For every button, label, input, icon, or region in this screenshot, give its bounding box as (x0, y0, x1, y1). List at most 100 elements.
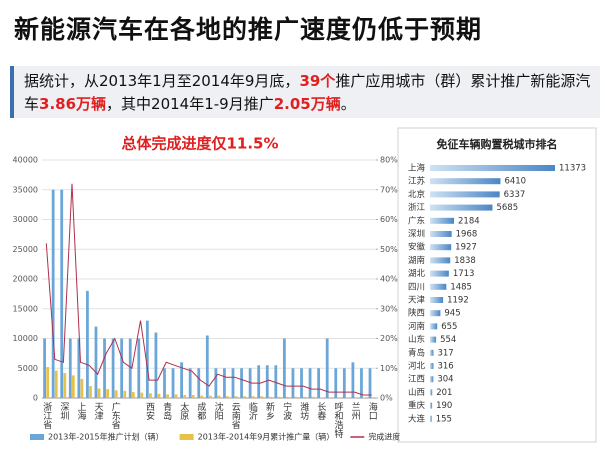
x-tick-label: 广东省 (110, 401, 121, 430)
bar (430, 257, 451, 264)
value-label: 190 (436, 401, 452, 411)
bar (243, 396, 247, 398)
bar (430, 336, 437, 343)
bar (171, 368, 175, 398)
bar (320, 397, 324, 398)
bar (325, 338, 329, 398)
y2-tick-label: 70% (380, 185, 398, 194)
category-label: 河南 (408, 321, 425, 332)
slide-title: 新能源汽车在各地的推广速度仍低于预期 (14, 15, 483, 44)
bar (265, 365, 269, 398)
y-tick-label: 0 (33, 394, 38, 403)
bar (430, 323, 438, 330)
value-label: 6410 (504, 177, 526, 187)
bar (200, 395, 204, 398)
bar (43, 338, 46, 398)
x-tick-label: 临沂 (247, 401, 257, 421)
chart-title: 总体完成进度仅11.5% (121, 135, 278, 153)
bar (188, 368, 192, 398)
bar (430, 376, 434, 383)
bar (251, 396, 255, 398)
y-tick-label: 30000 (13, 215, 38, 224)
bar (430, 283, 447, 290)
category-label: 山西 (408, 387, 425, 398)
x-tick-label: 新乡 (264, 401, 275, 420)
value-label: 2184 (458, 216, 480, 226)
bar (157, 393, 161, 398)
bar (209, 395, 212, 398)
bar (342, 368, 346, 398)
category-label: 江苏 (408, 176, 426, 187)
x-tick-label: 青岛 (161, 401, 172, 421)
bar (368, 368, 372, 398)
bar (114, 390, 118, 398)
bar (217, 395, 221, 398)
y2-tick-label: 50% (380, 245, 398, 254)
bar (430, 402, 433, 409)
bar (430, 204, 493, 211)
bar (183, 395, 187, 398)
summary-box: 据统计，从2013年1月至2014年9月底，39个推广应用城市（群）累计推广新能… (10, 66, 600, 118)
progress-line (45, 183, 372, 396)
bar (260, 396, 264, 398)
bar (103, 338, 106, 398)
bar (430, 165, 555, 171)
category-label: 深圳 (408, 229, 425, 240)
y-tick-label: 35000 (13, 185, 38, 194)
legend-label: 2013年-2014年9月累计推广量（辆） (198, 432, 335, 442)
x-tick-label: 天津 (93, 402, 104, 421)
legend-swatch (30, 434, 44, 440)
bar (80, 378, 84, 398)
value-label: 317 (437, 348, 453, 358)
bar (277, 396, 281, 398)
bar (197, 368, 201, 398)
value-label: 11373 (559, 164, 586, 174)
legend-label: 2013年-2015年推广计划（辆） (48, 432, 164, 442)
ranking-panel (397, 127, 597, 443)
value-label: 945 (444, 309, 460, 319)
bar (234, 396, 238, 398)
bar (334, 368, 338, 398)
legend-swatch (179, 434, 194, 440)
bar (111, 338, 115, 398)
bar (430, 415, 432, 422)
x-tick-label: 宁波 (281, 401, 292, 421)
bar (63, 373, 67, 398)
category-label: 江西 (408, 375, 425, 385)
bar (430, 310, 441, 317)
y2-tick-label: 0% (380, 394, 393, 403)
x-tick-label: 上海 (76, 402, 87, 421)
category-label: 安徽 (408, 242, 426, 253)
bar (46, 367, 50, 398)
y-tick-label: 10000 (13, 334, 38, 343)
category-label: 青岛 (408, 347, 425, 358)
category-label: 广东 (408, 215, 425, 226)
bar (123, 390, 127, 398)
bar (328, 397, 332, 398)
bar (308, 368, 312, 398)
bar (294, 396, 298, 398)
category-label: 湖北 (408, 269, 426, 279)
bar (303, 396, 306, 398)
x-tick-label: 呼和浩特 (332, 402, 343, 438)
highlight-text: 2.05万辆 (273, 95, 341, 113)
bar (430, 349, 434, 356)
value-label: 304 (437, 375, 453, 385)
bar (430, 191, 500, 198)
bar (430, 389, 433, 396)
bar (128, 338, 132, 398)
y-tick-label: 25000 (13, 245, 38, 254)
y2-tick-label: 10% (380, 364, 398, 373)
x-tick-label: 云南省 (230, 402, 241, 430)
category-label: 河北 (408, 361, 426, 372)
x-tick-label: 浙江省 (41, 401, 52, 430)
value-label: 1968 (456, 230, 478, 240)
value-label: 6337 (504, 190, 526, 200)
bar (60, 189, 64, 398)
x-tick-label: 成都 (195, 401, 206, 421)
value-label: 155 (436, 414, 452, 424)
legend-label: 完成进度 (368, 432, 400, 442)
bar (430, 270, 449, 277)
x-tick-label: 海口 (367, 401, 378, 420)
